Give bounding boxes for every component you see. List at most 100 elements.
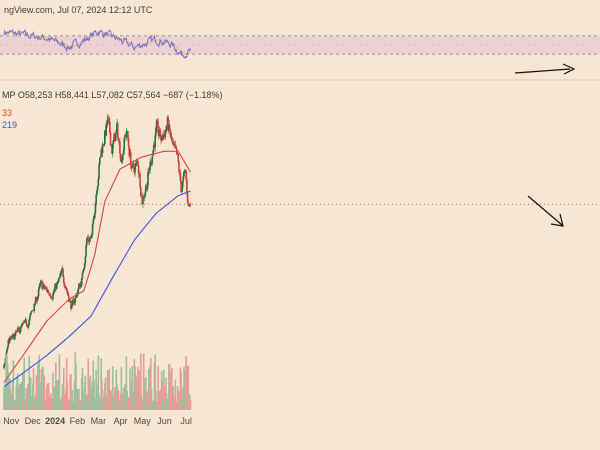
volume-bar: [55, 362, 57, 410]
candle-body: [139, 174, 141, 188]
volume-bar: [62, 367, 65, 410]
volume-bar: [76, 388, 79, 410]
candle-body: [148, 169, 151, 171]
candle-body: [14, 331, 17, 336]
candle-body: [189, 203, 192, 205]
volume-bar: [70, 373, 72, 410]
volume-bar: [150, 389, 153, 410]
candle-body: [177, 153, 180, 162]
volume-bar: [96, 383, 98, 410]
candle-body: [83, 263, 86, 269]
volume-bar: [122, 387, 125, 410]
candle-body: [26, 324, 28, 327]
x-tick-label: Feb: [70, 416, 86, 426]
candle-body: [131, 165, 133, 169]
volume-bar: [29, 377, 32, 410]
candle-body: [36, 299, 38, 302]
x-tick-label: Jul: [180, 416, 192, 426]
x-tick-label: Dec: [25, 416, 42, 426]
candle-body: [134, 166, 136, 173]
candle-body: [66, 290, 69, 293]
candle-body: [144, 192, 146, 196]
candle-body: [103, 144, 105, 146]
candle-body: [100, 149, 102, 157]
ma-short-line: [3, 150, 191, 383]
oscillator-divergence-arrow: [514, 68, 571, 74]
candle-body: [180, 181, 182, 192]
candle-body: [82, 271, 84, 273]
candle-body: [6, 346, 9, 350]
candle-body: [15, 331, 18, 333]
candle-body: [48, 293, 51, 294]
candle-body: [6, 349, 8, 353]
candle-body: [90, 236, 92, 239]
candle-body: [28, 319, 30, 325]
volume-bar: [189, 400, 192, 410]
candle-body: [37, 295, 39, 300]
candle-body: [117, 138, 120, 141]
candle-body: [110, 145, 113, 147]
candle-body: [99, 156, 102, 159]
volume-bar: [176, 386, 179, 410]
candle-body: [14, 335, 16, 340]
candle-body: [125, 132, 128, 137]
volume-bar: [71, 389, 74, 410]
candle-body: [43, 284, 46, 288]
candle-body: [127, 131, 129, 139]
candle-body: [18, 327, 20, 333]
candle-body: [86, 238, 88, 246]
ma-short-legend: 33: [2, 108, 13, 118]
candle-body: [183, 170, 186, 172]
candle-body: [25, 319, 28, 325]
candle-body: [35, 297, 38, 302]
x-tick-label: Mar: [91, 416, 107, 426]
candle-body: [106, 117, 109, 125]
candle-body: [3, 363, 6, 366]
candle-body: [127, 138, 130, 147]
candle-body: [119, 141, 121, 154]
volume-bar: [140, 353, 142, 410]
candle-body: [167, 117, 169, 131]
x-tick-label: 2024: [45, 416, 65, 426]
candle-body: [175, 147, 177, 149]
candle-body: [65, 288, 68, 291]
volume-bar: [84, 375, 87, 410]
candle-body: [96, 190, 98, 195]
candle-body: [122, 150, 125, 155]
candle-body: [23, 322, 25, 324]
candle-body: [65, 287, 67, 289]
ma-long-line: [3, 190, 191, 388]
candle-body: [19, 327, 22, 333]
candle-body: [165, 129, 167, 132]
volume-bar: [186, 365, 188, 410]
volume-bar: [38, 355, 41, 410]
candle-body: [60, 273, 62, 274]
candle-body: [67, 292, 69, 296]
volume-bar: [145, 392, 148, 410]
volume-bar: [56, 380, 59, 410]
candle-body: [49, 293, 51, 297]
candle-body: [52, 291, 55, 294]
candle-body: [55, 284, 58, 289]
candle-body: [39, 280, 42, 285]
candle-body: [164, 131, 167, 138]
candle-body: [181, 188, 183, 192]
candle-body: [188, 203, 191, 206]
volume-bar: [106, 370, 109, 410]
candle-body: [83, 268, 85, 272]
volume-bar: [142, 353, 145, 410]
candle-body: [70, 305, 73, 309]
candle-body: [77, 288, 79, 294]
candle-body: [179, 173, 182, 182]
candle-body: [79, 283, 82, 288]
volume-bar: [89, 375, 92, 410]
candle-body: [184, 170, 187, 171]
candle-body: [186, 192, 189, 204]
candle-body: [171, 140, 174, 144]
candle-body: [59, 273, 61, 278]
candle-body: [150, 162, 153, 165]
candle-body: [93, 213, 96, 219]
volume-bar: [32, 368, 35, 410]
candle-body: [47, 291, 50, 294]
